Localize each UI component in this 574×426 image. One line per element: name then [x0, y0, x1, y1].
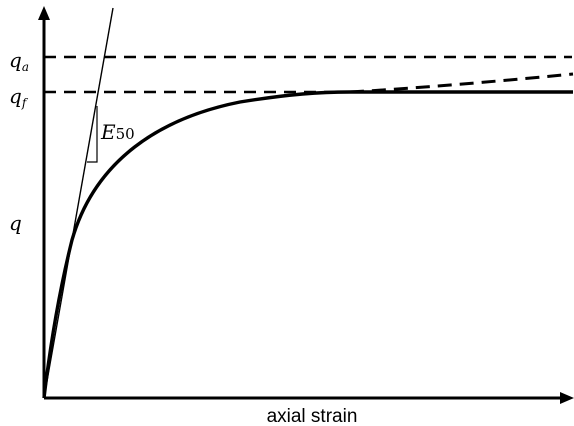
x-axis-label: axial strain — [267, 406, 358, 426]
stress-strain-curve — [42, 90, 573, 399]
slope-triangle — [87, 106, 98, 163]
asymptotic-curve-extension — [349, 72, 574, 94]
qa-label: qa — [9, 48, 29, 74]
y-axis-label: q — [9, 211, 22, 235]
qf-label: qf — [9, 84, 29, 110]
x-axis-arrow-icon — [560, 392, 574, 404]
y-axis-arrow-icon — [38, 6, 50, 20]
secant-modulus-label: E50 — [100, 120, 135, 144]
secant-modulus-line — [43, 7, 114, 399]
